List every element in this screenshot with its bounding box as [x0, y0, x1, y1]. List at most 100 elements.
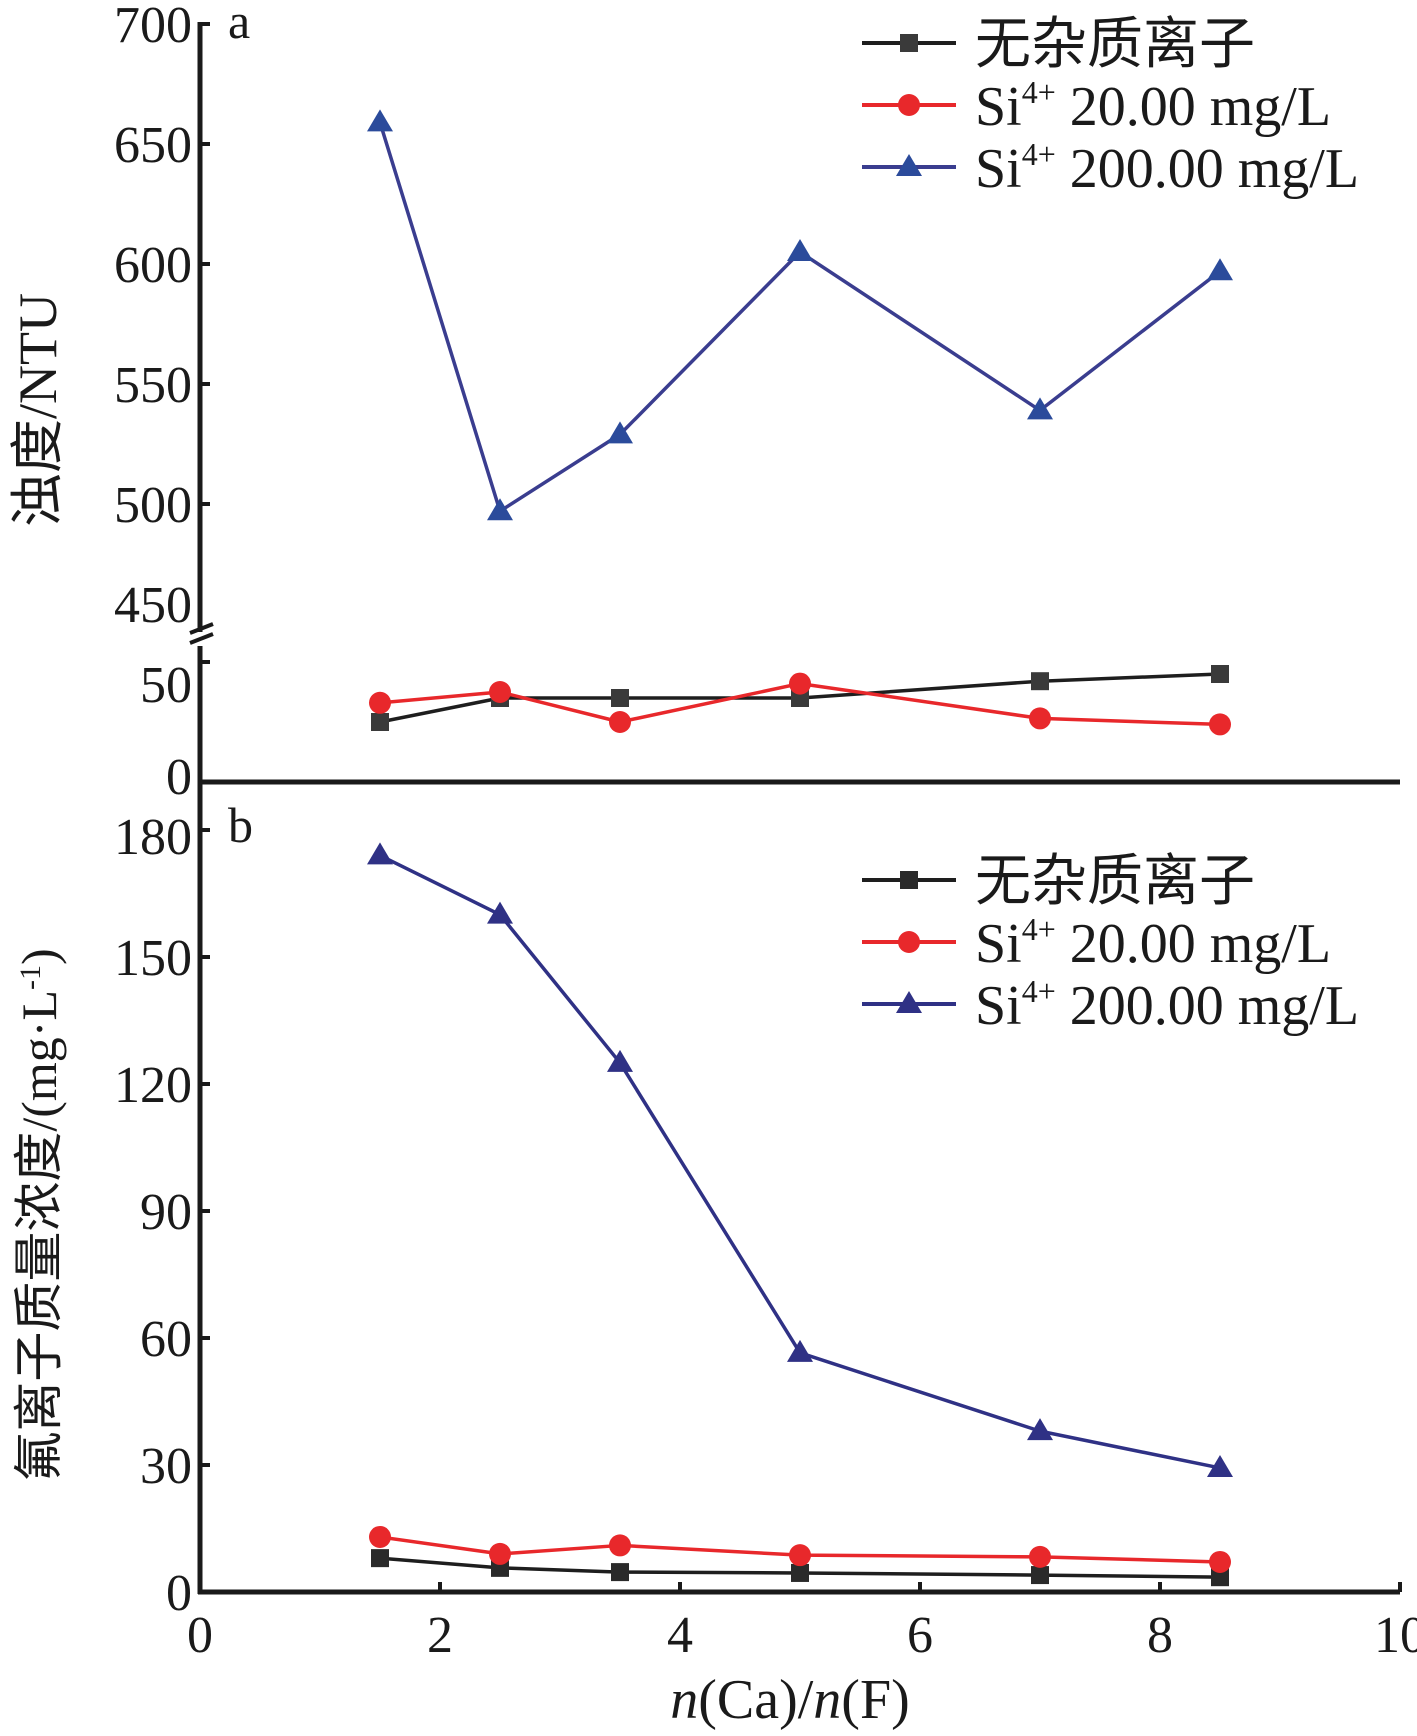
y-tick-label: 180: [114, 809, 192, 866]
data-point: [609, 1534, 631, 1557]
legend-label: Si4+ 20.00 mg/L: [975, 911, 1331, 975]
legend-item: 无杂质离子: [862, 14, 1255, 76]
panel-b-series-triangle: [367, 842, 1233, 1477]
legend-ion-charge: 4+: [1022, 973, 1056, 1009]
y-tick-label: 700: [114, 0, 192, 54]
legend-label: Si4+ 20.00 mg/L: [975, 74, 1331, 138]
x-tick-label: 2: [427, 1607, 453, 1664]
legend-ion: Si: [975, 76, 1022, 138]
y-tick-label: 90: [140, 1184, 192, 1241]
data-point: [1209, 713, 1231, 736]
x-tick-label: 6: [907, 1607, 933, 1664]
panel-b-series-circle: [369, 1525, 1231, 1573]
data-point: [1027, 397, 1053, 420]
legend-item: Si4+ 20.00 mg/L: [862, 911, 1331, 975]
data-point: [369, 691, 391, 714]
data-point: [611, 1563, 629, 1582]
data-point: [607, 1049, 633, 1072]
legend-circle-icon: [898, 931, 920, 953]
data-point: [487, 901, 513, 924]
series-line: [379, 681, 1221, 727]
series-line: [379, 1556, 1221, 1579]
data-point: [367, 109, 393, 132]
panel-label-b: b: [228, 797, 253, 853]
x-tick-label: 8: [1147, 1607, 1173, 1664]
legend-square-icon: [900, 34, 918, 52]
legend-item: 无杂质离子: [862, 851, 1255, 913]
legend-item: Si4+ 200.00 mg/L: [862, 973, 1359, 1037]
y-tick-label: 150: [114, 930, 192, 987]
data-point: [1211, 1568, 1229, 1587]
panel-label-a: a: [228, 0, 250, 49]
data-point: [607, 421, 633, 444]
data-point: [371, 713, 389, 731]
y-tick-label: 600: [114, 237, 192, 294]
panel-b: 0 30 60 90 120 150 180 0 2 4 6 8 10 b 氟离子质量浓度/(mg·L-1)…: [11, 782, 1417, 1731]
data-point: [609, 711, 631, 733]
axis-break-mark: [189, 622, 214, 635]
y-axis-title-close: ): [11, 948, 67, 965]
legend-concentration: 200.00 mg/L: [1056, 975, 1359, 1037]
data-point: [487, 498, 513, 521]
y-tick-label: 50: [140, 657, 192, 714]
series-line: [379, 853, 1221, 1470]
legend-label: Si4+ 200.00 mg/L: [975, 136, 1359, 200]
y-tick-label: 0: [166, 1565, 192, 1622]
data-point: [1207, 258, 1233, 281]
data-point: [789, 672, 811, 695]
series-line: [378, 121, 1222, 513]
legend-circle-icon: [898, 94, 920, 116]
data-point: [1027, 1418, 1053, 1441]
legend-label: 无杂质离子: [975, 851, 1255, 913]
data-point: [1031, 1566, 1049, 1585]
y-tick-label: 30: [140, 1438, 192, 1495]
legend-item: Si4+ 20.00 mg/L: [862, 74, 1331, 138]
legend-square-icon: [900, 871, 918, 889]
y-tick-label: 120: [114, 1057, 192, 1114]
data-point: [787, 1339, 813, 1362]
legend-triangle-icon: [896, 154, 922, 176]
y-axis-title: 浊度/NTU: [8, 293, 68, 527]
panel-a-series-circle: [369, 672, 1231, 736]
data-point: [1209, 1550, 1231, 1573]
series-line: [379, 672, 1221, 724]
x-tick-label: 4: [667, 1607, 693, 1664]
y-tick-label: 500: [114, 477, 192, 534]
data-point: [789, 1544, 811, 1567]
data-point: [1029, 707, 1051, 730]
data-point: [367, 842, 393, 865]
y-tick-label: 650: [114, 117, 192, 174]
y-tick-label: 450: [114, 577, 192, 634]
data-point: [369, 1525, 391, 1548]
legend-item: Si4+ 200.00 mg/L: [862, 136, 1359, 200]
panel-b-series-square: [371, 1549, 1229, 1587]
data-point: [489, 681, 511, 703]
y-axis-title: 氟离子质量浓度/(mg·L-1): [11, 948, 67, 1481]
legend-ion-charge: 4+: [1022, 911, 1056, 947]
legend-triangle-icon: [896, 991, 922, 1013]
legend-concentration: 20.00 mg/L: [1056, 76, 1331, 138]
y-axis-title-superscript: -1: [14, 965, 47, 990]
data-point: [791, 1563, 809, 1582]
panel-a-series-triangle: [367, 109, 1233, 521]
legend-ion: Si: [975, 913, 1022, 975]
data-point: [787, 239, 813, 261]
y-tick-label: 60: [140, 1311, 192, 1368]
x-axis-title-part: (Ca)/: [698, 1669, 814, 1731]
legend-ion: Si: [975, 138, 1022, 200]
y-axis-title-main: 氟离子质量浓度/(mg·L: [11, 990, 67, 1482]
legend-ion-charge: 4+: [1022, 136, 1056, 172]
x-axis-title-part: n: [670, 1669, 698, 1731]
x-axis-title-part: n: [813, 1669, 841, 1731]
data-point: [371, 1549, 389, 1568]
data-point: [1207, 1454, 1233, 1477]
legend-ion: Si: [975, 975, 1022, 1037]
data-point: [611, 689, 629, 707]
x-axis-title-part: (F): [841, 1669, 909, 1731]
y-tick-label: 0: [166, 749, 192, 806]
legend-label: 无杂质离子: [975, 14, 1255, 76]
